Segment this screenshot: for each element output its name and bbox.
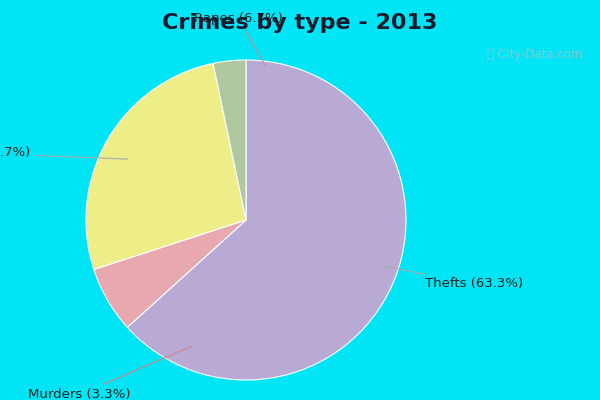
Text: ⓘ City-Data.com: ⓘ City-Data.com	[487, 48, 582, 61]
Wedge shape	[86, 64, 246, 270]
Text: Rapes (6.7%): Rapes (6.7%)	[194, 12, 283, 66]
Wedge shape	[213, 60, 246, 220]
Text: Murders (3.3%): Murders (3.3%)	[28, 346, 192, 400]
Text: Crimes by type - 2013: Crimes by type - 2013	[163, 13, 437, 33]
Text: Thefts (63.3%): Thefts (63.3%)	[380, 265, 523, 290]
Text: Burglaries (26.7%): Burglaries (26.7%)	[0, 146, 128, 159]
Wedge shape	[127, 60, 406, 380]
Wedge shape	[94, 220, 246, 327]
